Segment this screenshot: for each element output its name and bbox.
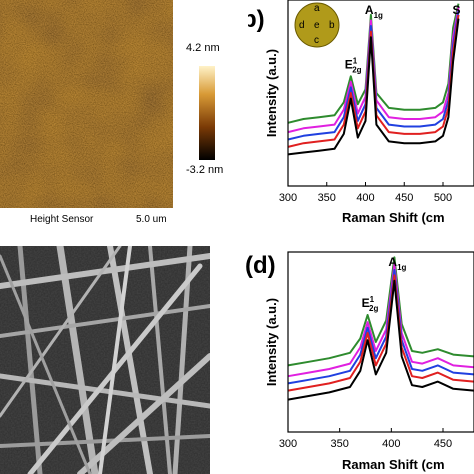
x-tick-label: 450 xyxy=(395,192,413,204)
colorbar-min-label: -3.2 nm xyxy=(186,164,224,176)
spectrum-line-1-3 xyxy=(287,274,474,392)
x-tick-label: 300 xyxy=(279,438,297,450)
nanowire xyxy=(0,253,210,289)
afm-grain-texture xyxy=(0,0,173,208)
x-tick-label: 400 xyxy=(356,192,374,204)
chart-d-peak-labels: E1 2g A1g xyxy=(362,255,407,313)
nanowire xyxy=(98,246,132,474)
chart-d-series xyxy=(287,256,474,401)
inset-disk xyxy=(294,2,340,48)
peak-label-0-0: E1 2g xyxy=(345,56,362,74)
colorbar-gradient xyxy=(199,66,215,160)
chart-b-xlabel: Raman Shift (cm xyxy=(342,210,445,225)
chart-b-x-ticks: 300 350 400 450 500 xyxy=(279,182,452,204)
afm-height-image xyxy=(0,0,173,208)
inset-sample-map: a d e b c xyxy=(294,2,340,48)
x-tick-label: 350 xyxy=(318,192,336,204)
x-tick-label: 400 xyxy=(382,438,400,450)
inset-label-c: c xyxy=(314,35,319,46)
x-tick-label: 500 xyxy=(434,192,452,204)
x-tick-label: 350 xyxy=(330,438,348,450)
peak-label-0-1: A1g xyxy=(365,3,383,20)
chart-b-ylabel: Intensity (a.u.) xyxy=(264,49,279,137)
nanowire xyxy=(0,373,210,409)
spectrum-line-1-2 xyxy=(287,269,474,385)
raman-chart-d: (d) 300 350 400 450 E1 2g A1g Intensity (a.u.… xyxy=(245,251,474,472)
inset-label-d: d xyxy=(299,20,305,31)
x-tick-label: 300 xyxy=(279,192,297,204)
chart-b-series xyxy=(287,3,460,156)
nanowire xyxy=(0,304,210,338)
afm-colorbar xyxy=(199,66,215,160)
spectrum-line-1-1 xyxy=(287,263,474,378)
spectrum-line-1-4 xyxy=(287,279,474,401)
nanowire xyxy=(107,246,153,474)
peak-label-1-1: A1g xyxy=(388,255,406,272)
chart-d-ylabel: Intensity (a.u.) xyxy=(264,298,279,386)
sem-nanowires xyxy=(0,246,210,474)
x-tick-label: 450 xyxy=(434,438,452,450)
chart-b-frame xyxy=(287,0,474,187)
nanowire xyxy=(148,246,172,474)
colorbar-max-label: 4.2 nm xyxy=(186,42,220,54)
chart-d-frame xyxy=(287,251,474,433)
peak-label-0-2: S xyxy=(453,3,461,17)
sem-nanowire-image xyxy=(0,246,210,474)
nanowire xyxy=(0,246,122,418)
inset-label-a: a xyxy=(314,3,320,14)
inset-label-b: b xyxy=(329,20,335,31)
spectrum-line-0-4 xyxy=(287,18,460,156)
nanowire xyxy=(56,246,99,474)
peak-label-1-0: E1 2g xyxy=(362,295,379,313)
chart-d-xlabel: Raman Shift (cm xyxy=(342,457,445,472)
spectrum-line-1-0 xyxy=(287,256,474,367)
inset-label-e: e xyxy=(314,20,320,31)
panel-label-b: (b) xyxy=(248,6,265,33)
chart-d-x-ticks: 300 350 400 450 xyxy=(279,428,452,450)
afm-channel-label: Height Sensor xyxy=(30,214,94,225)
chart-b-peak-labels: E1 2g A1g S xyxy=(345,3,461,74)
panel-label-d: (d) xyxy=(245,252,276,279)
nanowire xyxy=(0,254,92,474)
afm-scan-size-label: 5.0 um xyxy=(136,214,167,225)
